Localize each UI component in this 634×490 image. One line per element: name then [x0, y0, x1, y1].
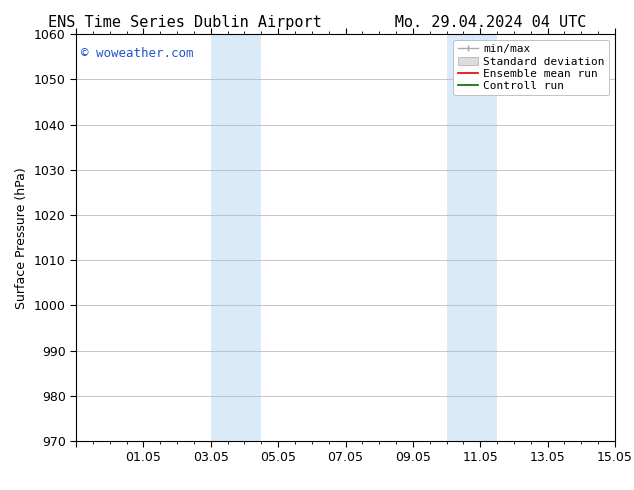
Bar — [210, 34, 261, 441]
Text: ENS Time Series Dublin Airport        Mo. 29.04.2024 04 UTC: ENS Time Series Dublin Airport Mo. 29.04… — [48, 15, 586, 30]
Legend: min/max, Standard deviation, Ensemble mean run, Controll run: min/max, Standard deviation, Ensemble me… — [453, 40, 609, 96]
Bar — [446, 34, 497, 441]
Y-axis label: Surface Pressure (hPa): Surface Pressure (hPa) — [15, 167, 29, 309]
Text: © woweather.com: © woweather.com — [81, 47, 194, 59]
